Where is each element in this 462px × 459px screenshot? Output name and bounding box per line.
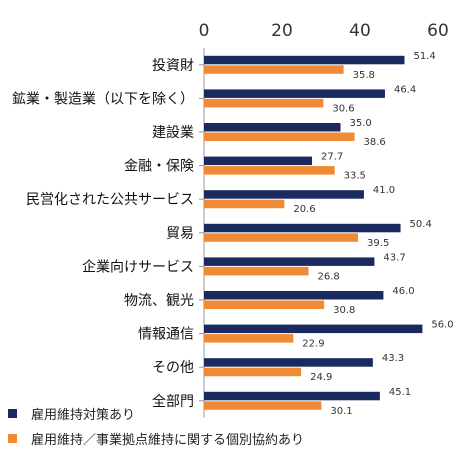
bar-series-1 (204, 291, 384, 300)
legend-item-series-1: 雇用維持対策あり (8, 404, 135, 423)
data-label-series-1: 50.4 (410, 219, 432, 230)
bar-series-2 (204, 132, 355, 141)
category-label: 情報通信 (138, 327, 194, 343)
bar-series-1 (204, 223, 401, 233)
data-label-series-2: 26.8 (318, 271, 340, 282)
data-label-series-2: 30.1 (330, 406, 352, 417)
data-label-series-1: 51.4 (413, 51, 435, 62)
bar-series-2 (204, 98, 324, 108)
x-tick-label: 60 (427, 21, 449, 41)
x-tick-label: 20 (271, 21, 293, 41)
data-label-series-2: 35.8 (353, 70, 375, 81)
legend-item-series-2: 雇用維持／事業拠点維持に関する個別協約あり (8, 429, 304, 448)
category-label: その他 (152, 360, 194, 376)
bar-series-2 (204, 367, 302, 377)
data-label-series-1: 43.3 (382, 353, 404, 364)
category-label: 金融・保険 (124, 159, 194, 175)
category-label: 鉱業・製造業（以下を除く） (12, 90, 194, 107)
bar-series-2 (204, 233, 359, 242)
data-label-series-2: 24.9 (310, 372, 332, 383)
bar-series-2 (204, 334, 294, 343)
bar-series-2 (204, 65, 344, 74)
category-label: 物流、観光 (124, 292, 194, 309)
data-label-series-2: 33.5 (344, 171, 366, 182)
category-label: 建設業 (152, 125, 194, 141)
bar-series-1 (204, 324, 423, 334)
bar-series-1 (204, 55, 405, 65)
data-label-series-1: 41.0 (373, 185, 395, 196)
legend-swatch-series-2 (8, 434, 17, 443)
bar-series-1 (204, 190, 364, 199)
data-label-series-1: 56.0 (431, 320, 453, 331)
bar-series-1 (204, 89, 385, 98)
data-label-series-2: 30.8 (333, 305, 355, 316)
category-label: 貿易 (166, 226, 194, 242)
category-label: 企業向けサービス (82, 258, 194, 275)
bar-series-1 (204, 123, 341, 132)
bar-series-2 (204, 166, 335, 175)
bar-series-1 (204, 156, 313, 166)
data-label-series-2: 38.6 (364, 137, 386, 148)
bar-series-1 (204, 391, 380, 401)
data-label-series-1: 45.1 (389, 387, 411, 398)
category-label: 投資財 (152, 58, 194, 74)
bar-series-2 (204, 401, 322, 410)
bar-series-1 (204, 257, 375, 266)
data-label-series-1: 46.4 (394, 84, 416, 95)
data-label-series-1: 43.7 (383, 252, 405, 263)
x-tick-label: 0 (199, 21, 210, 41)
data-label-series-2: 30.6 (332, 103, 354, 114)
category-label: 全部門 (152, 393, 194, 410)
data-label-series-2: 22.9 (302, 339, 324, 350)
legend-swatch-series-1 (8, 409, 17, 418)
data-label-series-1: 35.0 (350, 118, 372, 129)
data-label-series-2: 39.5 (367, 238, 389, 249)
bar-series-1 (204, 358, 373, 367)
legend-label-series-2: 雇用維持／事業拠点維持に関する個別協約あり (31, 433, 305, 448)
x-tick-label: 40 (349, 21, 371, 41)
data-label-series-1: 46.0 (392, 286, 414, 297)
category-label: 民営化された公共サービス (26, 192, 194, 208)
bar-series-2 (204, 300, 325, 309)
data-label-series-2: 20.6 (293, 204, 315, 215)
data-label-series-1: 27.7 (321, 152, 343, 163)
bar-series-2 (204, 266, 309, 276)
legend-label-series-1: 雇用維持対策あり (31, 408, 136, 423)
bar-series-2 (204, 199, 285, 209)
